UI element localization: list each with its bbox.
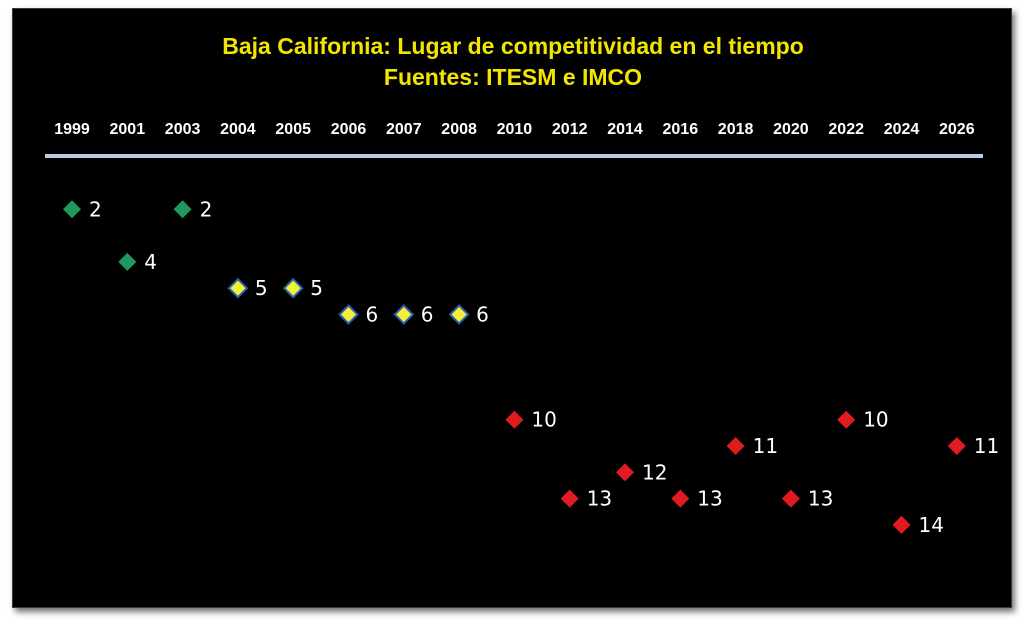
x-tick-label: 2003 <box>165 121 201 138</box>
data-label: 4 <box>144 250 157 274</box>
data-point-marker <box>118 252 137 271</box>
data-point-marker <box>63 200 81 219</box>
x-tick-label: 2020 <box>773 121 809 138</box>
data-point-marker <box>892 515 911 534</box>
data-label: 11 <box>753 434 778 458</box>
data-label: 10 <box>863 408 888 432</box>
chart-title: Baja California: Lugar de competitividad… <box>222 33 804 59</box>
data-point-marker <box>393 304 415 325</box>
data-label: 10 <box>531 408 556 432</box>
data-point-marker <box>505 410 524 429</box>
data-point-marker <box>781 489 800 508</box>
data-point-marker <box>837 410 856 429</box>
data-label: 2 <box>89 197 102 221</box>
data-label: 11 <box>974 434 999 458</box>
data-points <box>63 200 966 534</box>
data-point-marker <box>282 277 304 299</box>
data-label: 5 <box>310 276 323 300</box>
x-tick-label: 2024 <box>884 121 920 138</box>
data-label: 5 <box>255 276 268 300</box>
chart-subtitle: Fuentes: ITESM e IMCO <box>384 64 642 90</box>
data-label: 13 <box>587 487 612 511</box>
x-tick-label: 2007 <box>386 121 422 138</box>
data-labels: 2 4 2 5 5 6 6 6 10 13 12 13 11 13 10 14 11 <box>89 197 999 537</box>
x-tick-label: 2005 <box>275 121 311 138</box>
data-point-marker <box>726 437 745 455</box>
data-label: 13 <box>808 487 833 511</box>
x-tick-label: 2006 <box>331 121 367 138</box>
data-point-marker <box>560 489 579 508</box>
data-label: 12 <box>642 460 667 484</box>
x-tick-label: 2026 <box>939 121 975 138</box>
data-point-marker <box>338 304 359 325</box>
data-point-marker <box>227 277 249 299</box>
data-point-marker <box>448 304 470 325</box>
data-point-marker <box>947 437 966 455</box>
x-tick-label: 2018 <box>718 121 754 138</box>
data-point-marker <box>616 463 634 482</box>
data-label: 6 <box>421 303 434 327</box>
data-label: 6 <box>476 303 489 327</box>
chart-frame <box>12 8 1012 608</box>
x-tick-label: 2004 <box>220 121 256 138</box>
data-label: 2 <box>200 197 213 221</box>
data-point-marker <box>173 200 192 219</box>
data-label: 6 <box>366 303 379 327</box>
x-axis-ticks: 1999 2001 2003 2004 2005 2006 2007 2008 2010 2012… <box>54 121 974 138</box>
x-tick-label: 2008 <box>441 121 477 138</box>
data-label: 13 <box>697 487 722 511</box>
x-tick-label: 2014 <box>607 121 643 138</box>
x-tick-label: 2012 <box>552 121 588 138</box>
x-tick-label: 1999 <box>54 121 90 138</box>
x-tick-label: 2001 <box>110 121 146 138</box>
x-tick-label: 2010 <box>497 121 533 138</box>
x-tick-label: 2022 <box>828 121 864 138</box>
x-tick-label: 2016 <box>663 121 699 138</box>
data-label: 14 <box>919 513 944 537</box>
data-point-marker <box>671 489 690 508</box>
